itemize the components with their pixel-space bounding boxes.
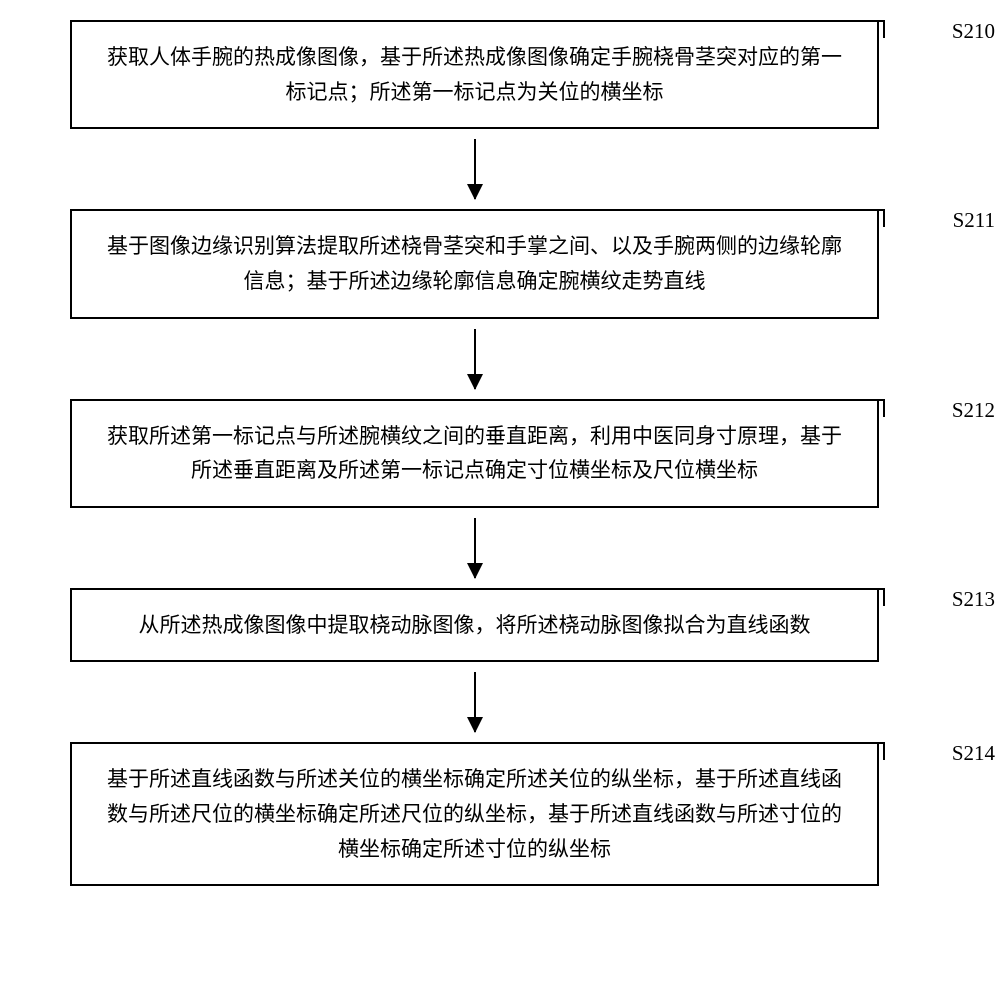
step-text: 获取人体手腕的热成像图像，基于所述热成像图像确定手腕桡骨茎突对应的第一标记点；所…	[107, 45, 842, 104]
step-text: 基于图像边缘识别算法提取所述桡骨茎突和手掌之间、以及手腕两侧的边缘轮廓信息；基于…	[107, 234, 842, 293]
arrow-down-icon	[474, 329, 476, 389]
step-box-s211: S211 基于图像边缘识别算法提取所述桡骨茎突和手掌之间、以及手腕两侧的边缘轮廓…	[70, 209, 879, 318]
step-label: S212	[952, 393, 995, 428]
step-label: S210	[952, 14, 995, 49]
arrow-connector	[70, 662, 879, 742]
connector-notch	[875, 588, 885, 606]
arrow-down-icon	[474, 518, 476, 578]
connector-notch	[875, 20, 885, 38]
connector-notch	[875, 209, 885, 227]
arrow-connector	[70, 129, 879, 209]
step-box-s212: S212 获取所述第一标记点与所述腕横纹之间的垂直距离，利用中医同身寸原理，基于…	[70, 399, 879, 508]
arrow-down-icon	[474, 672, 476, 732]
connector-notch	[875, 742, 885, 760]
step-box-s214: S214 基于所述直线函数与所述关位的横坐标确定所述关位的纵坐标，基于所述直线函…	[70, 742, 879, 886]
step-text: 从所述热成像图像中提取桡动脉图像，将所述桡动脉图像拟合为直线函数	[139, 613, 811, 637]
step-label: S211	[953, 203, 995, 238]
step-box-s210: S210 获取人体手腕的热成像图像，基于所述热成像图像确定手腕桡骨茎突对应的第一…	[70, 20, 879, 129]
arrow-connector	[70, 319, 879, 399]
step-box-s213: S213 从所述热成像图像中提取桡动脉图像，将所述桡动脉图像拟合为直线函数	[70, 588, 879, 663]
step-label: S213	[952, 582, 995, 617]
flowchart-container: S210 获取人体手腕的热成像图像，基于所述热成像图像确定手腕桡骨茎突对应的第一…	[0, 0, 999, 886]
step-label: S214	[952, 736, 995, 771]
step-text: 获取所述第一标记点与所述腕横纹之间的垂直距离，利用中医同身寸原理，基于所述垂直距…	[107, 424, 842, 483]
step-text: 基于所述直线函数与所述关位的横坐标确定所述关位的纵坐标，基于所述直线函数与所述尺…	[107, 767, 842, 860]
arrow-connector	[70, 508, 879, 588]
connector-notch	[875, 399, 885, 417]
arrow-down-icon	[474, 139, 476, 199]
